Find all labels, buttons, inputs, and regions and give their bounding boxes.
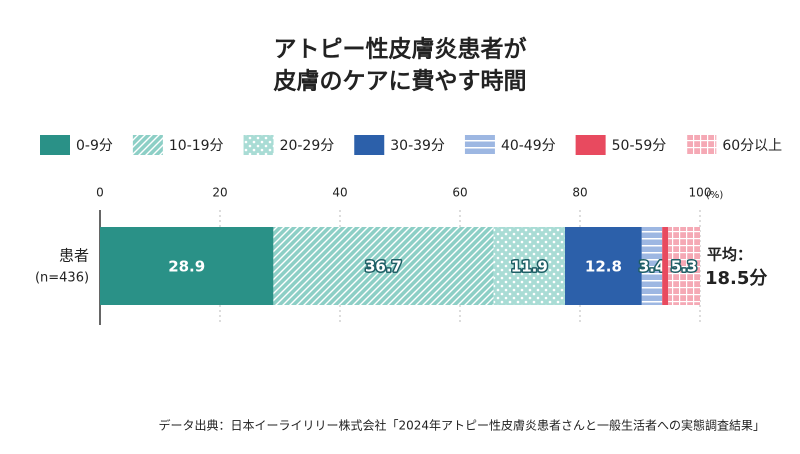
legend-label: 20-29分: [280, 138, 335, 154]
legend-label: 60分以上: [722, 138, 782, 154]
x-tick-label: 0: [96, 186, 104, 200]
x-tick-label: 100: [689, 186, 712, 200]
bar-segment: [662, 227, 669, 305]
legend-label: 30-39分: [390, 138, 445, 154]
legend-label: 50-59分: [612, 138, 667, 154]
legend-label: 0-9分: [76, 138, 113, 154]
value-label: 11.9: [511, 258, 548, 276]
legend-swatch: [40, 135, 70, 155]
chart-title: アトピー性皮膚炎患者が: [274, 36, 527, 63]
bar-segment: [273, 227, 494, 305]
x-tick-label: 20: [212, 186, 227, 200]
legend-swatch: [354, 135, 385, 155]
x-tick-label: 60: [452, 186, 467, 200]
chart-title: 皮膚のケアに費やす時間: [274, 69, 527, 95]
annotation: 平均：: [707, 246, 752, 264]
legend-swatch: [132, 135, 163, 155]
annotation: 18.5分: [705, 268, 767, 289]
legend-swatch: [464, 135, 495, 155]
legend-swatch: [243, 135, 274, 155]
x-tick-label: 40: [332, 186, 347, 200]
legend-label: 40-49分: [501, 138, 556, 154]
bar-segment: [493, 227, 565, 305]
value-label: 36.7: [365, 258, 402, 276]
x-tick-label: 80: [572, 186, 587, 200]
axis-unit: (%): [706, 190, 723, 201]
bar-segment: [565, 227, 642, 305]
bar-segment: [668, 227, 700, 305]
bar-segment: [100, 227, 274, 305]
category-note: (n=436): [35, 271, 89, 286]
bar-segment: [641, 227, 663, 305]
value-label: 12.8: [585, 258, 622, 276]
category-label: 患者: [59, 247, 89, 265]
source: データ出典：日本イーライリリー株式会社「2024年アトピー性皮膚炎患者さんと一般…: [158, 418, 765, 433]
value-label: 5.3: [671, 258, 698, 276]
legend-label: 10-19分: [169, 138, 224, 154]
legend-swatch: [686, 135, 717, 155]
value-label: 28.9: [168, 258, 205, 276]
value-label: 3.4: [639, 258, 666, 276]
legend-swatch: [575, 135, 606, 155]
